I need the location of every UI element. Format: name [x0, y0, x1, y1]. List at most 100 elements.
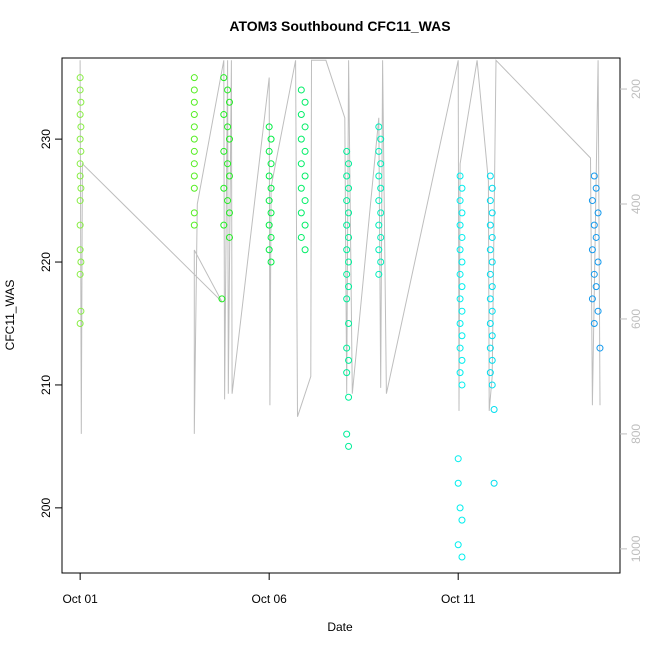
y-tick-label: 220	[39, 252, 53, 272]
point	[77, 307, 85, 315]
point	[297, 160, 305, 168]
point	[345, 233, 353, 241]
point	[76, 160, 84, 168]
point	[190, 135, 198, 143]
point	[377, 233, 385, 241]
point	[265, 172, 273, 180]
point	[590, 319, 598, 327]
y2-tick-label: 400	[629, 194, 643, 214]
y-axis-label: CFC11_WAS	[3, 280, 17, 351]
point	[375, 172, 383, 180]
point	[343, 430, 351, 438]
point	[458, 332, 466, 340]
point	[225, 209, 233, 217]
point	[486, 221, 494, 229]
point	[301, 98, 309, 106]
point	[592, 283, 600, 291]
point	[301, 197, 309, 205]
y2-tick-label: 800	[629, 424, 643, 444]
point	[377, 258, 385, 266]
x-tick-label: Oct 06	[251, 592, 287, 606]
point	[297, 184, 305, 192]
point	[297, 111, 305, 119]
chart-title: ATOM3 Southbound CFC11_WAS	[229, 18, 450, 34]
point	[190, 221, 198, 229]
point	[458, 233, 466, 241]
point	[375, 147, 383, 155]
point	[267, 160, 275, 168]
point	[76, 135, 84, 143]
point	[345, 209, 353, 217]
point	[345, 258, 353, 266]
point	[488, 233, 496, 241]
point	[77, 184, 85, 192]
point	[456, 319, 464, 327]
point	[458, 307, 466, 315]
point	[458, 356, 466, 364]
point	[267, 184, 275, 192]
point	[220, 184, 228, 192]
point	[375, 197, 383, 205]
point	[218, 295, 226, 303]
point	[458, 553, 466, 561]
point	[76, 86, 84, 94]
point	[301, 123, 309, 131]
point	[220, 221, 228, 229]
point	[345, 319, 353, 327]
point	[190, 147, 198, 155]
point	[76, 319, 84, 327]
point	[375, 246, 383, 254]
point	[220, 74, 228, 82]
x-tick-label: Oct 11	[441, 592, 476, 606]
point	[486, 319, 494, 327]
point	[488, 381, 496, 389]
point	[77, 98, 85, 106]
point	[375, 123, 383, 131]
point	[456, 295, 464, 303]
point	[190, 86, 198, 94]
point	[456, 197, 464, 205]
point	[77, 258, 85, 266]
point	[588, 246, 596, 254]
x-tick-label: Oct 01	[62, 592, 98, 606]
point	[220, 147, 228, 155]
point	[265, 197, 273, 205]
point	[488, 184, 496, 192]
point	[458, 258, 466, 266]
point	[265, 221, 273, 229]
point	[486, 344, 494, 352]
point	[458, 381, 466, 389]
point	[225, 98, 233, 106]
point	[486, 197, 494, 205]
point	[594, 307, 602, 315]
point	[345, 442, 353, 450]
point	[224, 86, 232, 94]
point	[76, 221, 84, 229]
point	[267, 209, 275, 217]
point	[594, 209, 602, 217]
point	[301, 221, 309, 229]
point	[486, 172, 494, 180]
point	[488, 332, 496, 340]
point	[76, 270, 84, 278]
point	[77, 147, 85, 155]
point	[190, 209, 198, 217]
point	[297, 209, 305, 217]
point	[76, 74, 84, 82]
point	[343, 172, 351, 180]
point	[343, 246, 351, 254]
point	[265, 246, 273, 254]
point	[190, 98, 198, 106]
point	[458, 209, 466, 217]
y2-tick-label: 600	[629, 309, 643, 329]
point	[456, 344, 464, 352]
point	[456, 246, 464, 254]
point	[301, 172, 309, 180]
point	[454, 541, 462, 549]
point	[488, 356, 496, 364]
point	[76, 111, 84, 119]
point	[345, 184, 353, 192]
point	[590, 172, 598, 180]
point	[301, 246, 309, 254]
